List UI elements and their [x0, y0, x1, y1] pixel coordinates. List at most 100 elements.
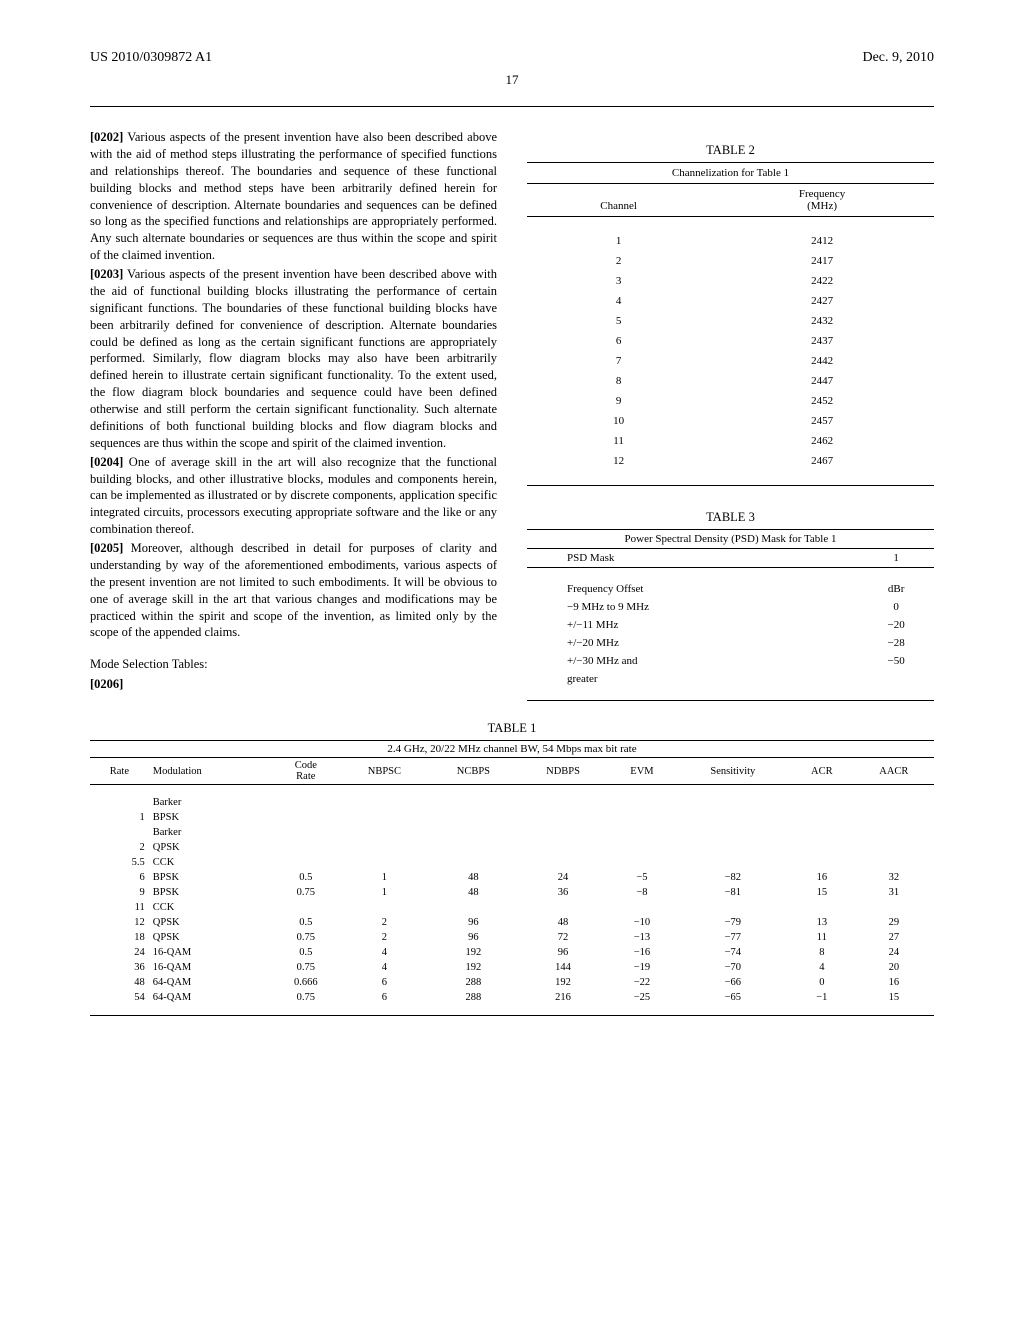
table-cell	[854, 855, 934, 870]
table-cell: +/−20 MHz	[527, 634, 858, 652]
table-cell: 288	[429, 990, 518, 1005]
table-cell: 24	[854, 945, 934, 960]
para-text: Various aspects of the present invention…	[90, 267, 497, 450]
table-row: 32422	[527, 271, 934, 291]
table-cell	[518, 825, 608, 840]
table-cell: dBr	[858, 580, 934, 598]
table-cell: −74	[676, 945, 790, 960]
table-row: +/−20 MHz−28	[527, 634, 934, 652]
table-cell: 8	[790, 945, 854, 960]
table-cell: 11	[527, 431, 710, 451]
para-number: [0202]	[90, 130, 123, 144]
table-cell: −10	[608, 915, 676, 930]
table-cell: 15	[854, 990, 934, 1005]
table-cell: 2442	[710, 351, 934, 371]
table-cell	[272, 855, 340, 870]
table-cell: 15	[790, 885, 854, 900]
left-column: [0202] Various aspects of the present in…	[90, 129, 497, 701]
table-cell: 48	[518, 915, 608, 930]
table-cell: −13	[608, 930, 676, 945]
table-title: TABLE 3	[527, 510, 934, 525]
table-cell	[272, 810, 340, 825]
para-number: [0204]	[90, 455, 123, 469]
col-frequency: Frequency(MHz)	[710, 184, 934, 217]
table-cell: −9 MHz to 9 MHz	[527, 598, 858, 616]
table-cell	[608, 825, 676, 840]
table-row: 122467	[527, 451, 934, 471]
table-cell: 96	[429, 930, 518, 945]
table-cell: 31	[854, 885, 934, 900]
table-col-header: ACR	[790, 758, 854, 785]
table-cell: 36	[90, 960, 149, 975]
table-row: 9BPSK0.7514836−8−811531	[90, 885, 934, 900]
paragraph-0203: [0203] Various aspects of the present in…	[90, 266, 497, 452]
table-cell: CCK	[149, 900, 272, 915]
table-cell	[676, 810, 790, 825]
table-cell: 0.666	[272, 975, 340, 990]
table-cell: 24	[90, 945, 149, 960]
table-cell: 11	[790, 930, 854, 945]
table-cell: 54	[90, 990, 149, 1005]
table-cell: QPSK	[149, 840, 272, 855]
two-column-body: [0202] Various aspects of the present in…	[90, 129, 934, 701]
table-cell: Frequency Offset	[527, 580, 858, 598]
col-psd-mask: PSD Mask	[527, 549, 858, 568]
table-cell	[676, 900, 790, 915]
para-text: Various aspects of the present invention…	[90, 130, 497, 262]
table-cell	[340, 795, 429, 810]
table-cell	[518, 855, 608, 870]
table-cell: 2427	[710, 291, 934, 311]
table-row: 42427	[527, 291, 934, 311]
table-cell: −77	[676, 930, 790, 945]
table-cell: −22	[608, 975, 676, 990]
table-cell	[676, 825, 790, 840]
table-cell: 192	[518, 975, 608, 990]
table-cell: 0.75	[272, 885, 340, 900]
table-cell	[676, 795, 790, 810]
table-row: 72442	[527, 351, 934, 371]
table-row: 102457	[527, 411, 934, 431]
table-cell: 9	[90, 885, 149, 900]
table-cell: −50	[858, 652, 934, 670]
table-row: 92452	[527, 391, 934, 411]
table-row: −9 MHz to 9 MHz0	[527, 598, 934, 616]
para-number: [0205]	[90, 541, 123, 555]
table-cell: −82	[676, 870, 790, 885]
table-caption: Channelization for Table 1	[527, 163, 934, 184]
table-cell: 2432	[710, 311, 934, 331]
table-col-header: AACR	[854, 758, 934, 785]
table-3: TABLE 3 Power Spectral Density (PSD) Mas…	[527, 510, 934, 701]
table-cell: 2467	[710, 451, 934, 471]
table-cell: 13	[790, 915, 854, 930]
table-cell	[854, 840, 934, 855]
table-row: 4864-QAM0.6666288192−22−66016	[90, 975, 934, 990]
table-cell	[340, 900, 429, 915]
table-cell	[518, 900, 608, 915]
table-cell	[676, 855, 790, 870]
para-text: One of average skill in the art will als…	[90, 455, 497, 537]
paragraph-0206: [0206]	[90, 676, 497, 693]
table-cell: 0.5	[272, 870, 340, 885]
table-cell: −8	[608, 885, 676, 900]
table-cell: 6	[90, 870, 149, 885]
right-column: TABLE 2 Channelization for Table 1 Chann…	[527, 129, 934, 701]
table-cell: 2437	[710, 331, 934, 351]
table-col-header: NDBPS	[518, 758, 608, 785]
table-row: 12412	[527, 231, 934, 251]
table-1: TABLE 1 2.4 GHz, 20/22 MHz channel BW, 5…	[90, 721, 934, 1016]
table-cell: −70	[676, 960, 790, 975]
para-text: Moreover, although described in detail f…	[90, 541, 497, 639]
table-col-header: Sensitivity	[676, 758, 790, 785]
table-cell	[790, 855, 854, 870]
table-cell: 7	[527, 351, 710, 371]
table-cell	[429, 795, 518, 810]
table-cell	[608, 900, 676, 915]
table-row: Barker	[90, 795, 934, 810]
table-cell: QPSK	[149, 915, 272, 930]
publication-number: US 2010/0309872 A1	[90, 50, 212, 66]
mode-selection-heading: Mode Selection Tables:	[90, 657, 497, 672]
table-cell	[272, 840, 340, 855]
table-cell	[429, 855, 518, 870]
table-row: 5.5CCK	[90, 855, 934, 870]
table-cell: −5	[608, 870, 676, 885]
